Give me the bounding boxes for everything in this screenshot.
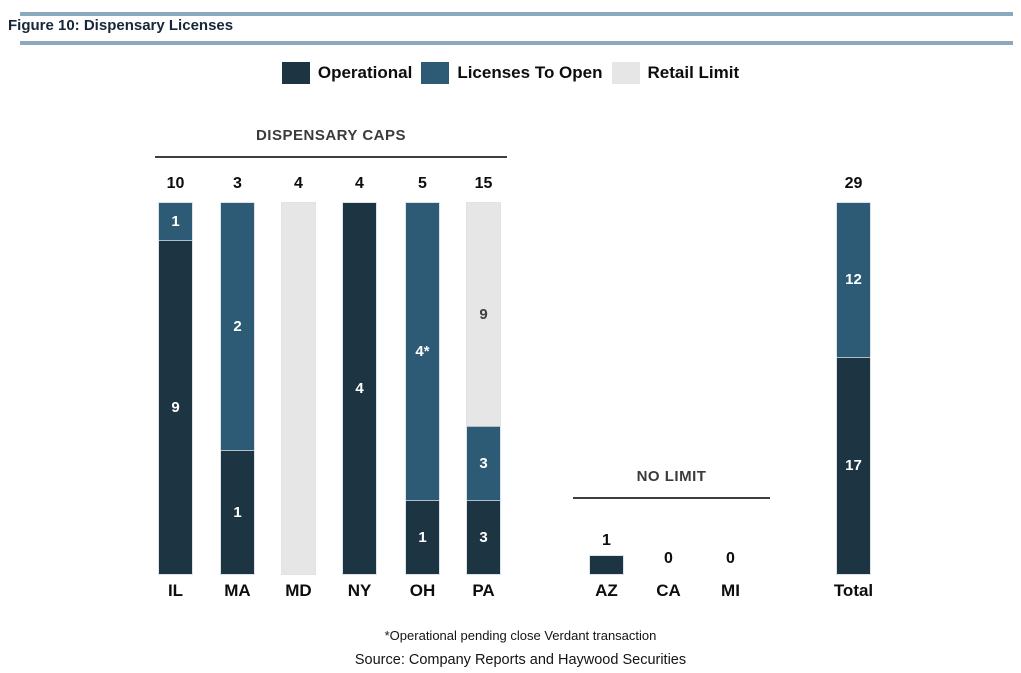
segment-licenses-to-open: 1 — [159, 203, 192, 241]
segment-value-label: 4 — [355, 380, 364, 397]
axis-label-oh: OH — [409, 581, 436, 600]
segment-value-label: 9 — [479, 305, 488, 323]
segment-licenses-to-open: 2 — [221, 203, 254, 451]
bar-az — [590, 556, 623, 574]
group-title: DISPENSARY CAPS — [255, 127, 407, 144]
licenses-to-open-swatch-icon — [421, 62, 450, 84]
segment-operational: 1 — [406, 499, 439, 574]
group-underline — [155, 156, 507, 158]
bar-pa: 9 3 3 — [467, 203, 500, 574]
chart-legend: Operational Licenses To Open Retail Limi… — [0, 62, 1021, 84]
segment-operational — [590, 556, 623, 574]
chart-footnote: *Operational pending close Verdant trans… — [384, 628, 657, 643]
segment-value-label: 12 — [845, 271, 862, 289]
operational-swatch-icon — [281, 62, 310, 84]
bar-md — [282, 203, 315, 574]
segment-operational: 17 — [837, 356, 870, 574]
legend-item-operational: Operational — [281, 62, 413, 84]
legend-item-retail-limit: Retail Limit — [611, 62, 740, 84]
segment-retail-limit: 9 — [467, 203, 500, 426]
segment-value-label: 1 — [171, 213, 180, 231]
cap-label-pa: 15 — [474, 175, 493, 192]
chart-source: Source: Company Reports and Haywood Secu… — [354, 652, 687, 668]
segment-operational: 4 — [343, 203, 376, 574]
cap-label-az: 1 — [602, 532, 611, 549]
segment-value-label: 1 — [233, 504, 242, 522]
segment-licenses-to-open: 4* — [406, 203, 439, 500]
axis-label-il: IL — [167, 581, 184, 600]
axis-label-az: AZ — [595, 581, 618, 600]
segment-retail-limit — [282, 203, 315, 574]
segment-value-label: 1 — [418, 528, 427, 546]
segment-value-label: 3 — [479, 528, 488, 546]
cap-label-oh: 5 — [418, 175, 427, 192]
cap-label-il: 10 — [166, 175, 185, 192]
group-title: NO LIMIT — [636, 468, 707, 485]
cap-label-ca: 0 — [664, 550, 673, 567]
segment-value-label: 3 — [479, 454, 488, 472]
figure-title: Figure 10: Dispensary Licenses — [8, 17, 234, 34]
segment-licenses-to-open: 3 — [467, 425, 500, 500]
segment-value-label: 2 — [233, 318, 242, 336]
cap-label-total: 29 — [844, 175, 863, 192]
retail-limit-swatch-icon — [611, 62, 640, 84]
cap-label-mi: 0 — [726, 550, 735, 567]
axis-label-mi: MI — [721, 581, 740, 600]
legend-label: Retail Limit — [647, 63, 740, 82]
axis-label-ma: MA — [224, 581, 251, 600]
header-rule-bottom — [20, 41, 1013, 45]
segment-operational: 9 — [159, 240, 192, 574]
group-underline — [573, 497, 770, 499]
cap-label-ma: 3 — [233, 175, 242, 192]
axis-label-total: Total — [833, 581, 874, 600]
legend-item-licenses-to-open: Licenses To Open — [421, 62, 603, 84]
segment-value-label: 17 — [845, 457, 862, 475]
legend-label: Operational — [317, 63, 413, 82]
bar-ny: 4 — [343, 203, 376, 574]
legend-label: Licenses To Open — [457, 63, 603, 82]
bar-oh: 4* 1 — [406, 203, 439, 574]
axis-label-md: MD — [285, 581, 312, 600]
cap-label-ny: 4 — [355, 175, 364, 192]
cap-label-md: 4 — [294, 175, 303, 192]
segment-licenses-to-open: 12 — [837, 203, 870, 357]
axis-label-ny: NY — [347, 581, 372, 600]
segment-operational: 1 — [221, 450, 254, 574]
axis-label-pa: PA — [472, 581, 495, 600]
segment-operational: 3 — [467, 499, 500, 574]
segment-value-label: 4* — [415, 342, 430, 360]
bar-total: 12 17 — [837, 203, 870, 574]
segment-value-label: 9 — [171, 399, 180, 417]
axis-label-ca: CA — [656, 581, 681, 600]
header-rule-top — [20, 12, 1013, 16]
